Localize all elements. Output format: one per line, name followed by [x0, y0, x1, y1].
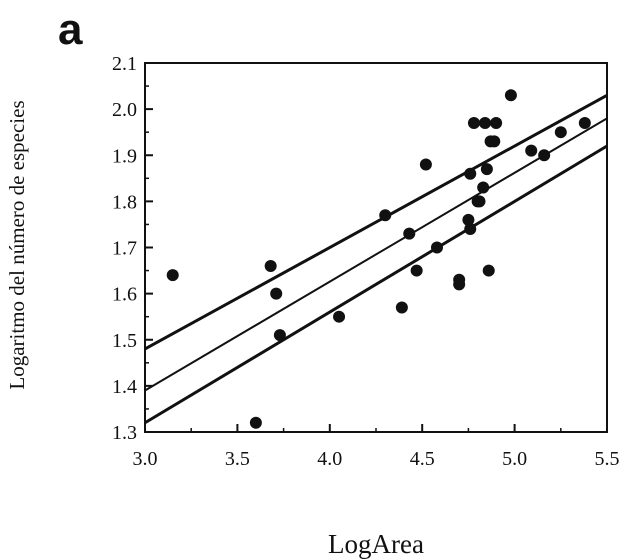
- y-tick-label: 1.8: [112, 191, 137, 213]
- regression-line: [144, 93, 608, 351]
- data-point: [554, 126, 567, 139]
- panel-label: a: [58, 5, 83, 54]
- data-point: [488, 135, 501, 148]
- data-point: [410, 264, 423, 277]
- data-point: [403, 227, 416, 240]
- data-point: [166, 269, 179, 282]
- data-point: [504, 89, 517, 102]
- data-point: [479, 116, 492, 129]
- y-tick-label: 1.9: [112, 145, 137, 167]
- plot-frame: [144, 62, 608, 433]
- x-tick-label: 3.0: [133, 448, 158, 470]
- y-tick-label: 2.0: [112, 99, 137, 121]
- x-tick-label: 3.5: [225, 448, 250, 470]
- data-point: [578, 116, 591, 129]
- data-point: [264, 259, 277, 272]
- data-point: [538, 149, 551, 162]
- data-point: [379, 209, 392, 222]
- y-tick-label: 1.6: [112, 284, 137, 306]
- y-tick-label: 1.4: [112, 376, 137, 398]
- data-point: [395, 301, 408, 314]
- y-axis-title: Logaritmo del número de especies: [5, 100, 29, 389]
- data-point: [525, 144, 538, 157]
- data-point: [430, 241, 443, 254]
- x-axis-title: LogArea: [328, 529, 424, 559]
- x-tick-label: 4.5: [410, 448, 435, 470]
- plot-area: 1.3 1.4 1.5 1.6 1.7 1.8 1.9 2.0 2.1 3.0 3.5 4.0 4.5 5…: [112, 53, 620, 470]
- regression-line: [144, 117, 608, 392]
- y-tick-label: 1.5: [112, 330, 137, 352]
- data-point: [462, 213, 475, 226]
- y-tick-label: 1.7: [112, 238, 137, 260]
- data-point: [419, 158, 432, 171]
- data-point: [333, 310, 346, 323]
- data-point: [473, 195, 486, 208]
- data-point: [482, 264, 495, 277]
- x-tick-label: 4.0: [317, 448, 342, 470]
- data-point: [249, 416, 262, 429]
- data-point: [480, 163, 493, 176]
- x-tick-label: 5.5: [595, 448, 620, 470]
- data-point: [273, 329, 286, 342]
- data-point: [270, 287, 283, 300]
- x-tick-label: 5.0: [502, 448, 527, 470]
- y-tick-label: 1.3: [112, 422, 137, 444]
- data-point: [464, 167, 477, 180]
- data-point: [464, 223, 477, 236]
- data-point: [477, 181, 490, 194]
- y-tick-label: 2.1: [112, 53, 137, 75]
- regression-line: [144, 144, 608, 425]
- data-point: [453, 278, 466, 291]
- data-point: [467, 116, 480, 129]
- data-point: [490, 116, 503, 129]
